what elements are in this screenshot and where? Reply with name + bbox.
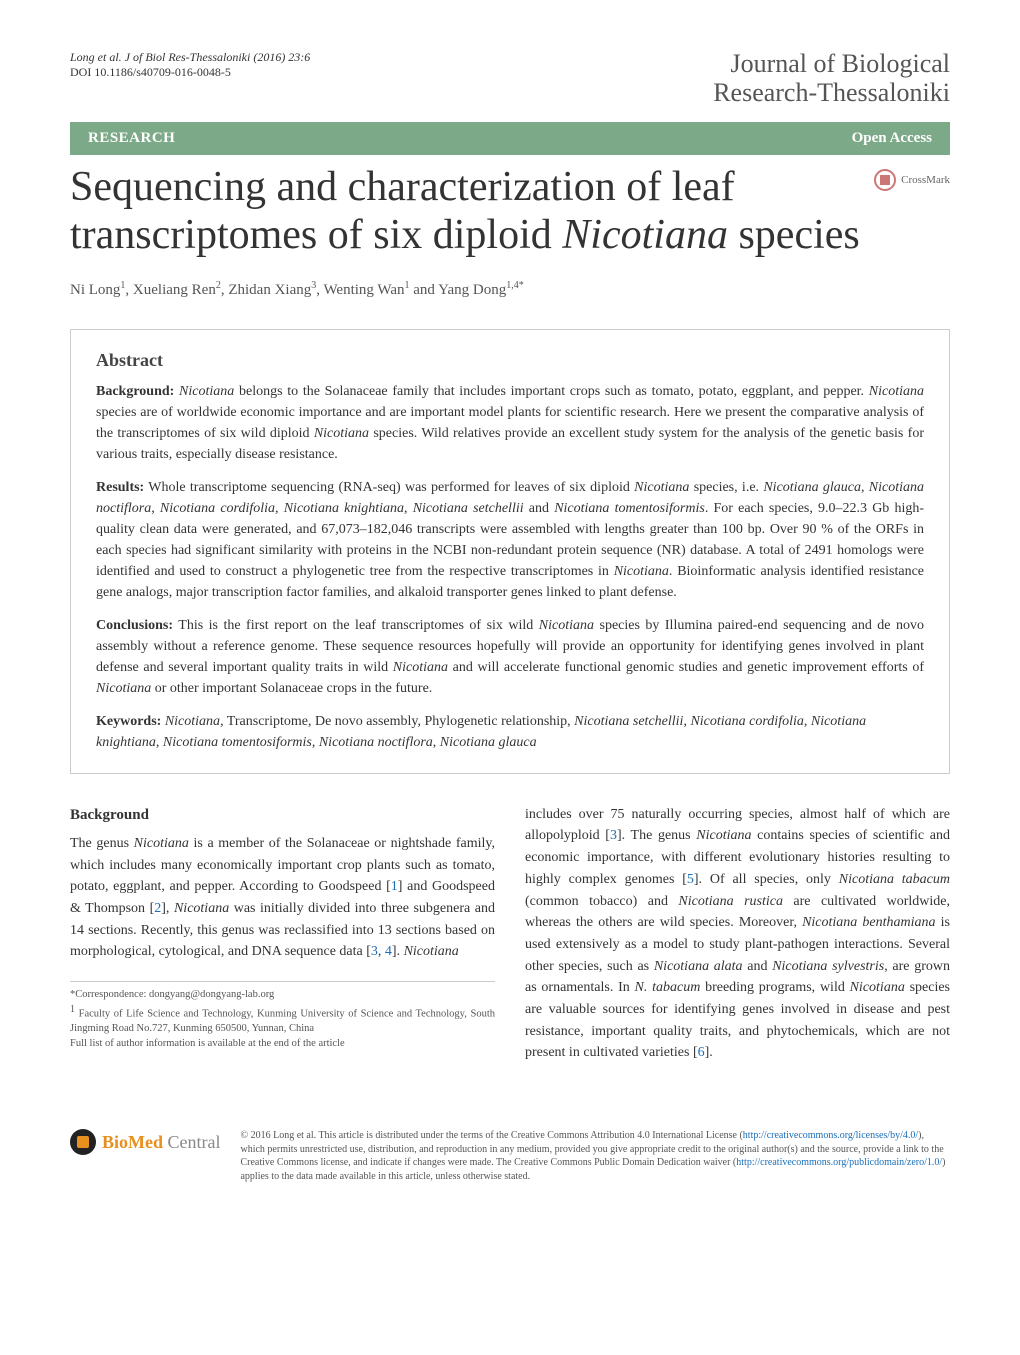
crossmark-badge[interactable]: CrossMark [874,169,950,191]
journal-line1: Journal of Biological [713,50,950,79]
abstract-results: Results: Whole transcriptome sequencing … [96,477,924,603]
journal-name: Journal of Biological Research-Thessalon… [713,50,950,107]
bmc-logo-text: BioMed Central [102,1132,220,1153]
abstract-box: Abstract Background: Nicotiana belongs t… [70,329,950,774]
citation-block: Long et al. J of Biol Res-Thessaloniki (… [70,50,310,80]
crossmark-label: CrossMark [901,174,950,186]
footer-bar: BioMed Central © 2016 Long et al. This a… [0,1114,1020,1213]
biomed-central-logo: BioMed Central [70,1129,220,1155]
crossmark-icon [874,169,896,191]
column-right: includes over 75 naturally occurring spe… [525,804,950,1064]
doi: DOI 10.1186/s40709-016-0048-5 [70,65,310,80]
open-access-label: Open Access [852,130,932,147]
abstract-keywords-label: Keywords: [96,714,161,729]
body-columns: Background The genus Nicotiana is a memb… [70,804,950,1064]
bmc-logo-icon [70,1129,96,1155]
column-left: Background The genus Nicotiana is a memb… [70,804,495,1064]
abstract-conclusions-label: Conclusions: [96,618,173,633]
background-heading: Background [70,804,495,827]
license-text: © 2016 Long et al. This article is distr… [240,1129,950,1183]
affiliation: 1 Faculty of Life Science and Technology… [70,1003,495,1037]
research-bar: RESEARCH Open Access [70,122,950,155]
journal-line2: Research-Thessaloniki [713,79,950,108]
full-author-list: Full list of author information is avail… [70,1037,495,1052]
abstract-background-label: Background: [96,384,174,399]
citation: Long et al. J of Biol Res-Thessaloniki (… [70,50,310,65]
abstract-heading: Abstract [96,350,924,371]
correspondence: *Correspondence: dongyang@dongyang-lab.o… [70,988,495,1003]
research-label: RESEARCH [88,130,175,147]
abstract-conclusions: Conclusions: This is the first report on… [96,615,924,699]
article-title: Sequencing and characterization of leaf … [70,163,862,260]
title-row: Sequencing and characterization of leaf … [70,163,950,260]
abstract-keywords: Keywords: Nicotiana, Transcriptome, De n… [96,711,924,753]
abstract-background: Background: Nicotiana belongs to the Sol… [96,381,924,465]
authors: Ni Long1, Xueliang Ren2, Zhidan Xiang3, … [70,280,950,299]
abstract-results-label: Results: [96,480,144,495]
footnote-block: *Correspondence: dongyang@dongyang-lab.o… [70,981,495,1051]
page-header: Long et al. J of Biol Res-Thessaloniki (… [70,50,950,107]
body-para-2: includes over 75 naturally occurring spe… [525,804,950,1064]
body-para-1: The genus Nicotiana is a member of the S… [70,833,495,963]
